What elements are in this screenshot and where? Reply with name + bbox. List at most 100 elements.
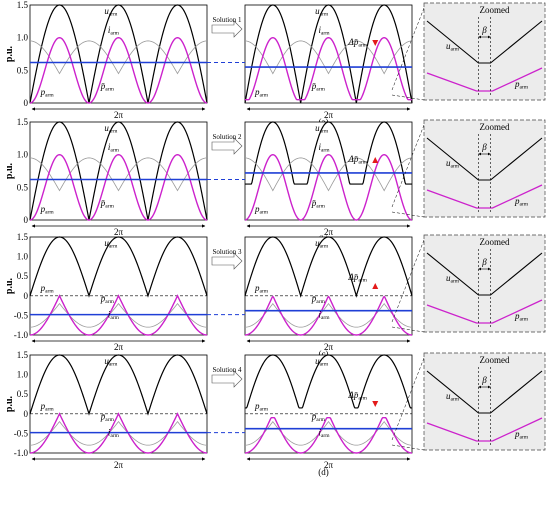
p-avg-label: p̄arm (100, 412, 115, 424)
i-arm-label: iarm (108, 25, 120, 37)
beta-label: β (481, 25, 487, 35)
delta-p-arrow (372, 283, 379, 289)
x-axis-label: 2π (114, 460, 124, 470)
row-a: p.u. 1.5 1.0 0.5 0 2π uarm iarm parm p̄arm 2π uarm i… (4, 0, 546, 127)
p-arm-label: parm (40, 283, 55, 295)
panel-caption: (c) (319, 349, 329, 359)
zoom-u-curve (426, 20, 543, 64)
panel-caption: (d) (318, 467, 329, 477)
u-arm-label: uarm (104, 356, 118, 368)
plot-frame (29, 4, 208, 104)
p-avg-label: p̄arm (311, 198, 326, 210)
i-arm-curve (29, 157, 208, 192)
i-arm-label: iarm (108, 427, 120, 439)
zoom-frame (423, 352, 546, 451)
original-panel: 2π uarm iarm parm p̄arm (29, 4, 208, 120)
row-b: p.u. 1.5 1.0 0.5 0 2π uarm iarm parm p̄arm 2π uarm i… (4, 117, 546, 244)
y-tick-label: 0.5 (17, 271, 29, 281)
p-arm-curve (29, 153, 208, 221)
y-axis-label: p.u. (4, 45, 15, 62)
i-arm-label: iarm (108, 309, 120, 321)
original-panel: 2π uarm iarm parm p̄arm (29, 236, 208, 352)
x-axis-label: 2π (114, 110, 124, 120)
plot-frame (244, 121, 413, 221)
x-axis-label: 2π (114, 342, 124, 352)
i-arm-curve (244, 40, 413, 75)
y-tick-label: -1.0 (14, 448, 29, 458)
p-arm-label: parm (40, 401, 55, 413)
y-tick-label: -0.5 (14, 310, 29, 320)
delta-p-arrow (372, 40, 379, 46)
plot-frame (29, 354, 208, 454)
p-arm-label: parm (254, 283, 269, 295)
delta-p-arrow (372, 401, 379, 407)
zoom-leader (391, 444, 425, 451)
zoom-panel: Zoomed β uarm parm (423, 352, 546, 451)
y-tick-label: -0.5 (14, 428, 29, 438)
solution-panel: 2π uarm iarm parm p̄arm Δp̄arm (244, 4, 413, 120)
row-c: p.u. 1.5 1.0 0.5 0 -0.5 -1.0 2π uarm iarm parm p̄ar… (4, 232, 546, 359)
p-arm-label: parm (254, 401, 269, 413)
solution-label: Solution 1 (213, 16, 242, 24)
y-tick-label: 1.5 (17, 117, 29, 127)
x-axis-label: 2π (324, 227, 334, 237)
zoom-u-label: uarm (446, 273, 460, 285)
zoom-title: Zoomed (480, 5, 510, 15)
y-tick-label: 0 (24, 409, 29, 419)
y-tick-label: 1.0 (17, 150, 29, 160)
x-axis-label: 2π (114, 227, 124, 237)
solution-arrow (211, 137, 243, 155)
zoom-title: Zoomed (480, 237, 510, 247)
p-avg-label: p̄arm (311, 294, 326, 306)
zoom-p-curve (426, 184, 543, 209)
i-arm-label: iarm (318, 142, 330, 154)
zoom-u-label: uarm (446, 158, 460, 170)
i-arm-label: iarm (318, 427, 330, 439)
delta-p-label: Δp̄arm (348, 272, 368, 284)
zoom-frame (423, 234, 546, 333)
beta-label: β (481, 142, 487, 152)
x-axis-label: 2π (324, 110, 334, 120)
y-tick-label: 0 (24, 98, 29, 108)
x-axis-label: 2π (324, 342, 334, 352)
y-tick-label: -1.0 (14, 330, 29, 340)
u-arm-label: uarm (315, 356, 329, 368)
zoom-title: Zoomed (480, 122, 510, 132)
zoom-title: Zoomed (480, 355, 510, 365)
y-tick-label: 0.5 (17, 182, 29, 192)
u-arm-curve (244, 236, 413, 298)
y-tick-label: 0 (24, 215, 29, 225)
p-arm-curve (245, 36, 412, 101)
plot-frame (29, 236, 208, 336)
u-arm-curve (244, 4, 413, 104)
u-arm-curve (29, 354, 208, 416)
delta-p-label: Δp̄arm (348, 390, 368, 402)
i-arm-curve (29, 303, 208, 328)
u-arm-label: uarm (315, 238, 329, 250)
solution-arrow (211, 370, 243, 388)
zoom-u-label: uarm (446, 41, 460, 53)
i-arm-label: iarm (318, 25, 330, 37)
p-arm-curve (244, 295, 413, 336)
solution-label: Solution 2 (213, 133, 242, 141)
zoom-panel: Zoomed β uarm parm (423, 2, 546, 101)
p-arm-label: parm (254, 87, 269, 99)
y-axis-label: p.u. (4, 395, 15, 412)
p-avg-label: p̄arm (100, 81, 115, 93)
beta-label: β (481, 375, 487, 385)
y-axis-label: p.u. (4, 277, 15, 294)
zoom-frame (423, 2, 546, 101)
i-arm-curve (29, 421, 208, 446)
zoom-panel: Zoomed β uarm parm (423, 234, 546, 333)
zoom-p-curve (426, 67, 543, 92)
y-tick-label: 1.0 (17, 252, 29, 262)
y-tick-label: 0.5 (17, 389, 29, 399)
zoom-p-label: parm (514, 196, 529, 208)
i-arm-curve (244, 157, 413, 192)
i-arm-curve (29, 40, 208, 75)
zoom-frame (423, 119, 546, 218)
x-axis-label: 2π (324, 460, 334, 470)
delta-p-label: Δp̄arm (348, 37, 368, 49)
original-panel: 2π uarm iarm parm p̄arm (29, 121, 208, 237)
